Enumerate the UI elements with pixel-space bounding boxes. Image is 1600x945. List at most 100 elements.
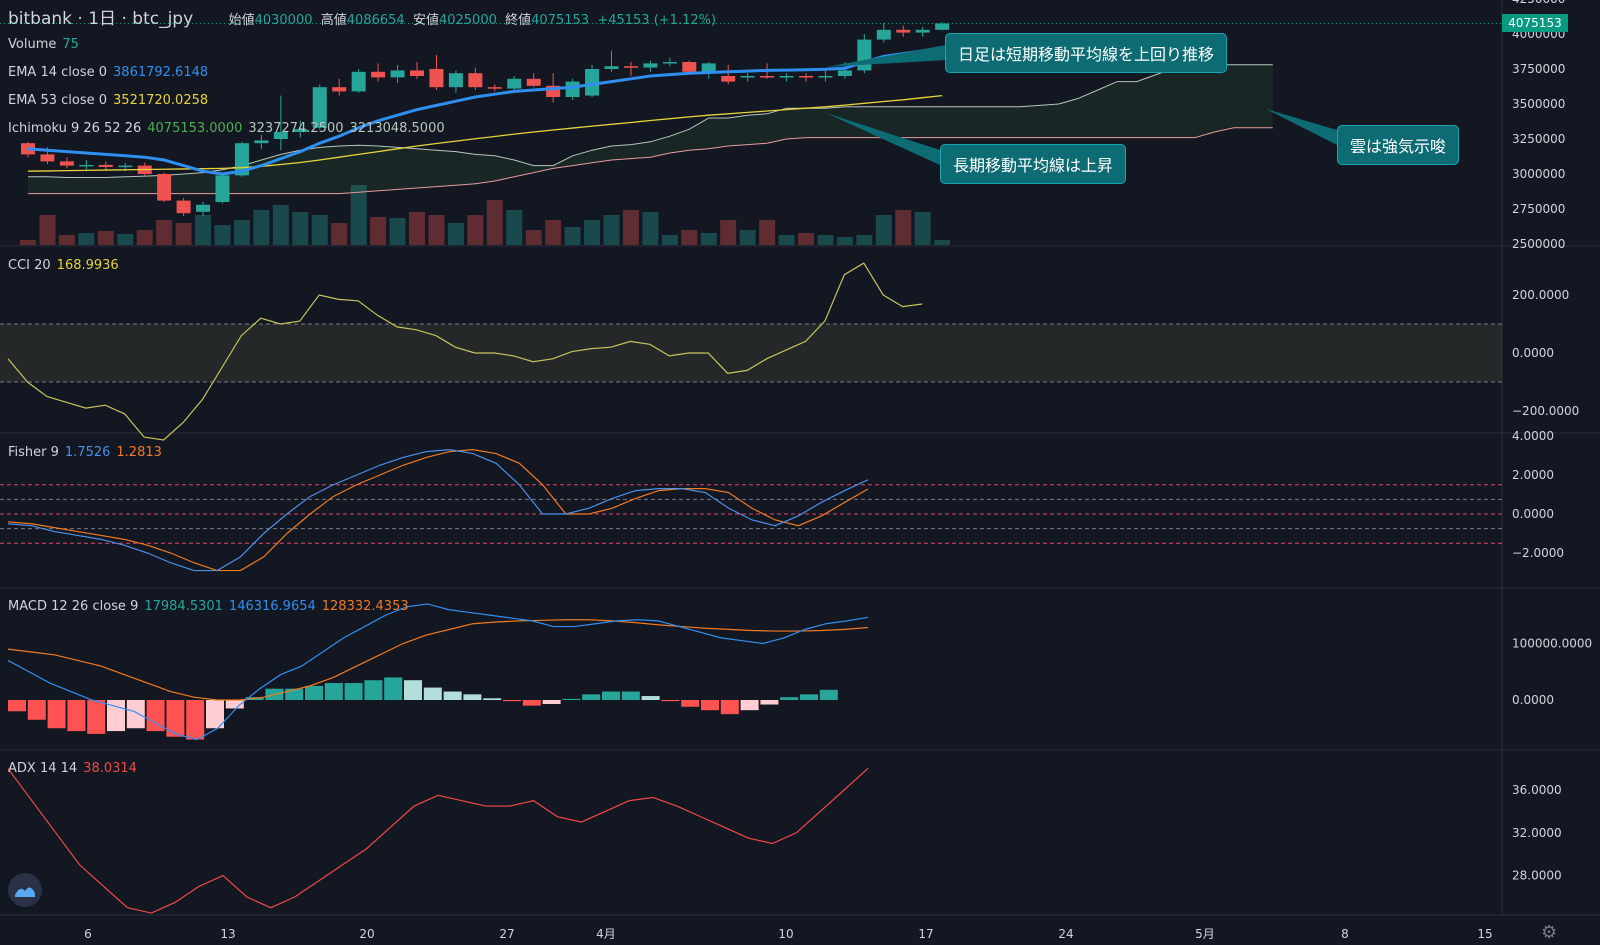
ichimoku-span-b — [28, 127, 1273, 195]
volume-bar — [603, 215, 620, 245]
macd-legend[interactable]: MACD 12 26 close 9 17984.5301 146316.9654 1… — [8, 599, 409, 614]
macd-histogram-bar — [681, 700, 700, 707]
volume-bar — [875, 215, 892, 245]
macd-histogram-bar — [602, 691, 620, 700]
adx-tick-label: 32.0000 — [1512, 826, 1562, 840]
macd-histogram-bar — [8, 700, 26, 712]
volume-bar — [720, 220, 737, 245]
volume-bar — [39, 215, 56, 245]
price-tick-label: 2750000 — [1512, 202, 1565, 216]
macd-tick-label: 0.0000 — [1512, 693, 1554, 707]
ichimoku-legend[interactable]: Ichimoku 9 26 52 26 4075153.0000 3237274.2… — [8, 121, 445, 136]
macd-histogram-bar — [87, 700, 106, 734]
volume-bar — [175, 223, 192, 245]
volume-bar — [661, 235, 678, 245]
macd-histogram-bar — [562, 698, 581, 700]
macd-histogram-bar — [225, 700, 244, 709]
adx-legend[interactable]: ADX 14 14 38.0314 — [8, 761, 137, 776]
macd-histogram-bar — [800, 694, 818, 700]
candle-body — [351, 71, 366, 92]
volume-bar — [778, 235, 795, 245]
candle-body — [390, 70, 405, 78]
macd-histogram-bar — [324, 683, 343, 700]
macd-histogram-bar — [423, 687, 442, 700]
candle-body — [429, 69, 444, 88]
volume-bar — [681, 230, 698, 245]
candle-body — [273, 132, 288, 139]
macd-histogram-bar — [463, 694, 482, 700]
macd-histogram-bar — [760, 700, 779, 705]
time-tick-label: 24 — [1058, 927, 1073, 941]
candle-body — [526, 78, 541, 86]
volume-bar — [525, 230, 542, 245]
macd-histogram-bar — [146, 700, 165, 732]
tradingview-logo-icon[interactable] — [8, 873, 42, 907]
candle-body — [59, 161, 74, 166]
volume-bar — [700, 233, 717, 245]
candle-body — [896, 29, 911, 33]
candle-body — [371, 71, 386, 78]
candle-body — [643, 63, 658, 68]
interval[interactable]: 1日 — [88, 9, 117, 29]
volume-bar — [253, 210, 270, 245]
time-tick-label: 4月 — [596, 927, 616, 941]
candle-body — [40, 154, 55, 162]
macd-histogram-bar — [27, 700, 46, 720]
time-tick-label: 6 — [84, 927, 92, 941]
volume-bar — [389, 218, 406, 245]
cci-line — [7, 262, 923, 441]
cci-band — [0, 324, 1502, 382]
price-tick-label: 3750000 — [1512, 62, 1565, 76]
symbol-header: bitbank · 1日 · btc_jpy 始値4030000 高値40866… — [8, 9, 717, 29]
callout-pointer-2 — [826, 113, 940, 165]
macd-histogram-bar — [701, 700, 719, 711]
volume-bar — [428, 215, 445, 245]
candle-body — [721, 76, 736, 82]
last-price-tag: 4075153 — [1502, 14, 1568, 32]
ema53-legend[interactable]: EMA 53 close 0 3521720.0258 — [8, 93, 209, 108]
ichimoku-cloud — [28, 64, 1273, 194]
volume-bar — [934, 240, 951, 245]
candle-body — [410, 70, 424, 76]
volume-bar — [350, 185, 367, 245]
macd-histogram-bar — [503, 700, 521, 702]
volume-bar — [467, 215, 484, 245]
macd-histogram-bar — [780, 697, 799, 700]
macd-histogram-bar — [740, 700, 759, 711]
volume-bar — [117, 234, 134, 245]
macd-tick-label: 100000.0000 — [1512, 637, 1592, 651]
macd-histogram-bar — [384, 677, 403, 700]
volume-bar — [195, 215, 212, 245]
symbol-name[interactable]: btc_jpy — [132, 9, 194, 29]
cci-tick-label: 200.0000 — [1512, 288, 1569, 302]
volume-bar — [156, 220, 173, 245]
volume-bar — [136, 230, 153, 245]
candle-body — [604, 66, 619, 69]
candle-body — [779, 76, 794, 78]
volume-bar — [836, 237, 853, 245]
time-tick-label: 15 — [1477, 927, 1492, 941]
volume-bar — [506, 210, 523, 245]
cci-legend[interactable]: CCI 20 168.9936 — [8, 258, 119, 273]
ema14-legend[interactable]: EMA 14 close 0 3861792.6148 — [8, 65, 209, 80]
adx-line — [7, 767, 869, 914]
volume-bar — [214, 225, 231, 245]
candle-body — [196, 204, 211, 212]
exchange-name: bitbank — [8, 9, 73, 29]
time-tick-label: 20 — [359, 927, 374, 941]
candle-body — [682, 62, 697, 72]
volume-bar — [486, 200, 503, 245]
fisher-legend[interactable]: Fisher 9 1.7526 1.2813 — [8, 445, 162, 460]
ema14-line — [27, 45, 943, 176]
volume-legend[interactable]: Volume 75 — [8, 37, 79, 52]
candle-body — [565, 81, 580, 97]
candle-body — [293, 129, 308, 132]
time-tick-label: 8 — [1341, 927, 1349, 941]
settings-gear-icon[interactable]: ⚙ — [1541, 922, 1558, 943]
macd-histogram-bar — [166, 700, 185, 737]
candle-body — [915, 29, 930, 33]
candle-body — [312, 87, 327, 128]
candle-body — [799, 76, 813, 78]
fisher-trigger-line — [7, 449, 869, 572]
